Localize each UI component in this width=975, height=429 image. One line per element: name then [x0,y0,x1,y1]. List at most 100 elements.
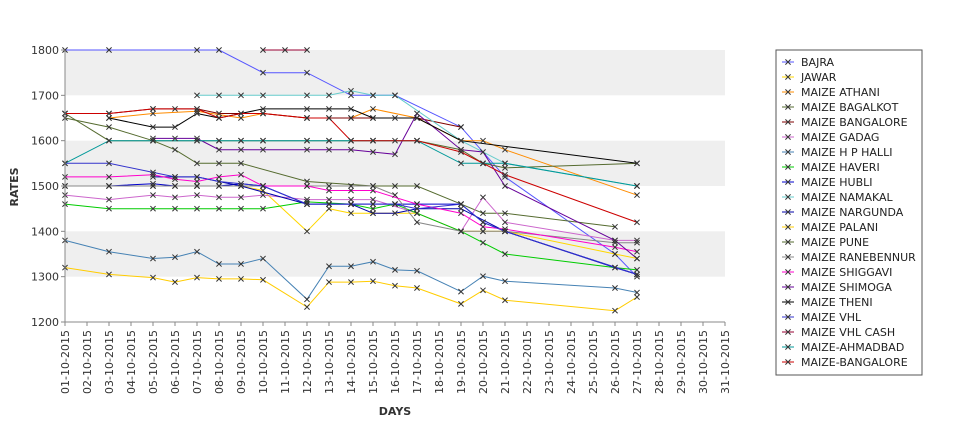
legend-swatch-marker [785,239,791,245]
data-point-marker [260,47,266,53]
data-point-marker [216,261,222,267]
data-point-marker [370,187,376,194]
data-point-marker [612,237,618,244]
legend-label: MAIZE GADAG [801,131,879,144]
legend-label: MAIZE PUNE [801,236,869,249]
legend-swatch-marker [785,89,791,95]
data-point-marker [304,137,310,144]
y-tick-label: 1300 [31,271,59,284]
legend-swatch-marker [785,164,791,170]
data-point-marker [370,196,376,203]
data-point-marker [172,135,178,142]
legend-swatch-marker [785,194,791,200]
x-tick-label: 09-10-2015 [235,330,248,394]
legend-item: MAIZE NARGUNDA [782,206,904,219]
y-axis-title: RATES [8,167,21,206]
data-point-marker [612,251,618,257]
x-tick-label: 22-10-2015 [521,330,534,394]
data-point-marker [392,282,398,289]
legend-label: MAIZE NAMAKAL [801,191,894,204]
legend-label: MAIZE THENI [801,296,873,309]
data-point-marker [238,137,244,144]
x-tick-label: 01-10-2015 [59,330,72,394]
data-point-marker [150,192,156,199]
data-point-marker [634,160,640,167]
data-point-marker [348,87,354,94]
data-point-marker [480,219,486,226]
data-point-marker [326,146,332,153]
legend-swatch-marker [785,134,791,140]
data-point-marker [634,237,640,244]
data-point-marker [392,92,398,99]
data-point-marker [502,173,508,180]
y-tick-label: 1700 [31,89,59,102]
data-point-marker [458,228,464,235]
data-point-marker [612,223,618,230]
data-point-marker [348,92,354,99]
data-point-marker [326,92,332,99]
legend-item: MAIZE ATHANI [782,86,880,99]
legend-box [775,49,923,376]
data-point-marker [304,183,310,189]
data-point-marker [502,278,508,285]
y-tick-label: 1600 [31,135,59,148]
data-point-marker [348,137,354,144]
legend-swatch-marker [785,179,791,185]
x-tick-label: 23-10-2015 [543,330,556,394]
data-point-marker [458,288,464,295]
data-point-marker [304,92,310,99]
grid-band [65,50,725,96]
data-point-marker [238,171,244,178]
data-point-marker [260,205,266,212]
data-point-marker [458,146,464,153]
data-point-marker [634,192,640,199]
data-point-marker [414,205,420,212]
y-tick-label: 1800 [31,44,59,57]
legend-item: MAIZE SHIMOGA [782,281,892,294]
x-tick-label: 14-10-2015 [345,330,358,394]
legend-label: MAIZE HAVERI [801,161,880,174]
data-point-marker [458,149,464,155]
data-point-marker [238,180,244,187]
data-point-marker [106,248,112,255]
data-point-marker [414,110,420,117]
x-tick-label: 07-10-2015 [191,330,204,394]
data-point-marker [260,92,266,99]
data-point-marker [502,164,508,171]
x-tick-label: 24-10-2015 [565,330,578,394]
data-point-marker [238,205,244,212]
data-point-marker [238,261,244,267]
legend-label: MAIZE H P HALLI [801,146,892,159]
data-point-marker [260,110,266,117]
data-point-marker [216,173,222,180]
data-point-marker [370,201,376,208]
data-point-marker [216,160,222,167]
legend-label: MAIZE-BANGALORE [801,356,908,369]
data-point-marker [106,183,112,189]
data-point-marker [106,124,112,131]
data-point-marker [106,271,112,278]
x-tick-label: 30-10-2015 [697,330,710,394]
data-point-marker [370,105,376,112]
data-point-marker [194,135,200,142]
data-point-marker [238,110,244,117]
data-point-marker [304,105,310,112]
data-point-marker [194,205,200,212]
data-point-marker [194,47,200,53]
data-point-marker [106,115,112,121]
data-point-marker [194,92,200,99]
legend-label: MAIZE SHIMOGA [801,281,892,294]
data-point-marker [106,47,112,53]
data-point-marker [260,69,266,76]
grid-band [65,140,725,186]
data-point-marker [502,171,508,178]
data-point-marker [150,124,156,131]
data-point-marker [304,304,310,310]
data-point-marker [414,201,420,208]
data-point-marker [260,137,266,144]
data-point-marker [304,201,310,208]
data-point-marker [194,248,200,255]
data-point-marker [612,285,618,291]
data-point-marker [480,287,486,294]
legend-item: MAIZE-AHMADBAD [782,341,904,354]
